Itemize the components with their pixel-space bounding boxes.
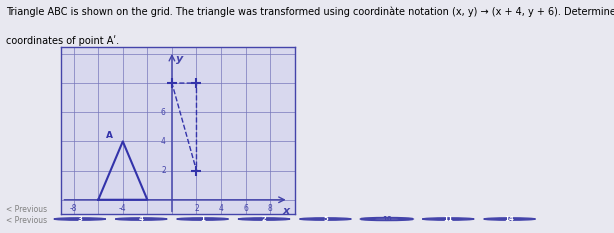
- Text: 5: 5: [323, 216, 328, 222]
- Circle shape: [361, 218, 413, 220]
- Text: 4: 4: [161, 137, 166, 146]
- Circle shape: [177, 218, 228, 220]
- Text: < Previous: < Previous: [6, 216, 47, 225]
- Circle shape: [115, 218, 167, 220]
- Text: 10: 10: [382, 216, 392, 222]
- Text: 2: 2: [194, 204, 199, 213]
- Text: A: A: [106, 131, 113, 140]
- Circle shape: [238, 218, 290, 220]
- Text: 4: 4: [139, 216, 144, 222]
- Text: -8: -8: [70, 204, 77, 213]
- Text: x: x: [282, 206, 290, 216]
- Text: 2: 2: [161, 166, 166, 175]
- Text: 2: 2: [262, 216, 266, 222]
- Text: 6: 6: [243, 204, 248, 213]
- Text: Triangle ABC is shown on the grid. The triangle was transformed using coordinàte: Triangle ABC is shown on the grid. The t…: [6, 7, 614, 17]
- Text: < Previous: < Previous: [6, 205, 47, 214]
- Text: 6: 6: [161, 108, 166, 117]
- Text: 3: 3: [77, 216, 82, 222]
- Text: 8: 8: [268, 204, 273, 213]
- Circle shape: [422, 218, 474, 220]
- Text: -4: -4: [119, 204, 126, 213]
- Text: y: y: [176, 54, 183, 64]
- Circle shape: [300, 218, 351, 220]
- Circle shape: [484, 218, 535, 220]
- Text: 4: 4: [219, 204, 223, 213]
- Text: coordinates of point Aʹ.: coordinates of point Aʹ.: [6, 35, 119, 46]
- Circle shape: [54, 218, 106, 220]
- Text: 1: 1: [200, 216, 205, 222]
- Text: 11: 11: [443, 216, 453, 222]
- Text: 14: 14: [505, 216, 515, 222]
